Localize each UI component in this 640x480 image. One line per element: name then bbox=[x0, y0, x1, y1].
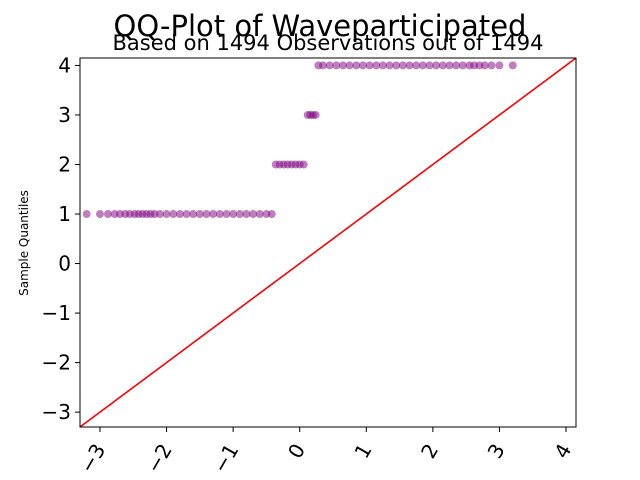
data-points bbox=[82, 61, 517, 219]
y-tick-label: 1 bbox=[58, 202, 71, 226]
data-point bbox=[372, 61, 381, 70]
data-point bbox=[358, 61, 367, 70]
data-point bbox=[267, 210, 276, 219]
data-point bbox=[195, 210, 204, 219]
data-point bbox=[487, 61, 496, 70]
data-point bbox=[398, 61, 407, 70]
data-point bbox=[155, 210, 164, 219]
data-point bbox=[432, 61, 441, 70]
y-axis-label: Sample Quantiles bbox=[17, 190, 31, 296]
data-point bbox=[319, 61, 328, 70]
data-point bbox=[412, 61, 421, 70]
data-point bbox=[202, 210, 211, 219]
data-point bbox=[418, 61, 427, 70]
data-point bbox=[445, 61, 454, 70]
y-tick-label: 3 bbox=[58, 103, 71, 127]
x-tick-label: −2 bbox=[141, 440, 177, 478]
x-tick-label: 0 bbox=[283, 440, 310, 463]
data-point bbox=[162, 210, 171, 219]
data-point bbox=[229, 210, 238, 219]
y-tick-label: 4 bbox=[58, 53, 71, 77]
data-point bbox=[255, 210, 264, 219]
data-point bbox=[452, 61, 461, 70]
plot-frame bbox=[79, 57, 577, 428]
data-point bbox=[338, 61, 347, 70]
data-point bbox=[311, 110, 320, 119]
data-point bbox=[189, 210, 198, 219]
data-point bbox=[405, 61, 414, 70]
data-point bbox=[299, 160, 308, 169]
chart-subtitle: Based on 1494 Observations out of 1494 bbox=[112, 31, 543, 55]
data-point bbox=[332, 61, 341, 70]
x-tick-label: −3 bbox=[75, 440, 111, 478]
data-point bbox=[438, 61, 447, 70]
x-tick-label: 4 bbox=[549, 440, 576, 463]
data-point bbox=[235, 210, 244, 219]
data-point bbox=[508, 61, 517, 70]
data-point bbox=[392, 61, 401, 70]
data-point bbox=[495, 61, 504, 70]
data-point bbox=[458, 61, 467, 70]
data-point bbox=[249, 210, 258, 219]
x-tick-label: 3 bbox=[483, 440, 510, 463]
data-point bbox=[209, 210, 218, 219]
data-point bbox=[103, 210, 112, 219]
y-tick-label: 0 bbox=[58, 252, 71, 276]
data-point bbox=[222, 210, 231, 219]
y-tick-label: −1 bbox=[42, 301, 71, 325]
data-point bbox=[325, 61, 334, 70]
x-tick-label: 1 bbox=[349, 440, 376, 463]
data-point bbox=[82, 210, 91, 219]
y-tick-label: −2 bbox=[42, 351, 71, 375]
data-point bbox=[169, 210, 178, 219]
data-point bbox=[345, 61, 354, 70]
y-tick-label: −3 bbox=[42, 400, 71, 424]
x-tick-label: 2 bbox=[416, 440, 443, 463]
data-point bbox=[182, 210, 191, 219]
data-point bbox=[242, 210, 251, 219]
data-point bbox=[175, 210, 184, 219]
data-point bbox=[95, 210, 104, 219]
data-point bbox=[215, 210, 224, 219]
chart-title: QQ-Plot of Waveparticipated bbox=[114, 9, 527, 43]
x-axis: −3 −2 −1 0 1 2 3 4 bbox=[75, 427, 576, 478]
reference-line bbox=[80, 58, 576, 427]
y-axis: −3 −2 −1 0 1 2 3 4 bbox=[42, 53, 80, 424]
data-point bbox=[480, 61, 489, 70]
x-tick-label: −1 bbox=[208, 440, 244, 478]
data-point bbox=[425, 61, 434, 70]
data-point bbox=[385, 61, 394, 70]
data-point bbox=[365, 61, 374, 70]
y-tick-label: 2 bbox=[58, 152, 71, 176]
data-point bbox=[352, 61, 361, 70]
data-point bbox=[378, 61, 387, 70]
